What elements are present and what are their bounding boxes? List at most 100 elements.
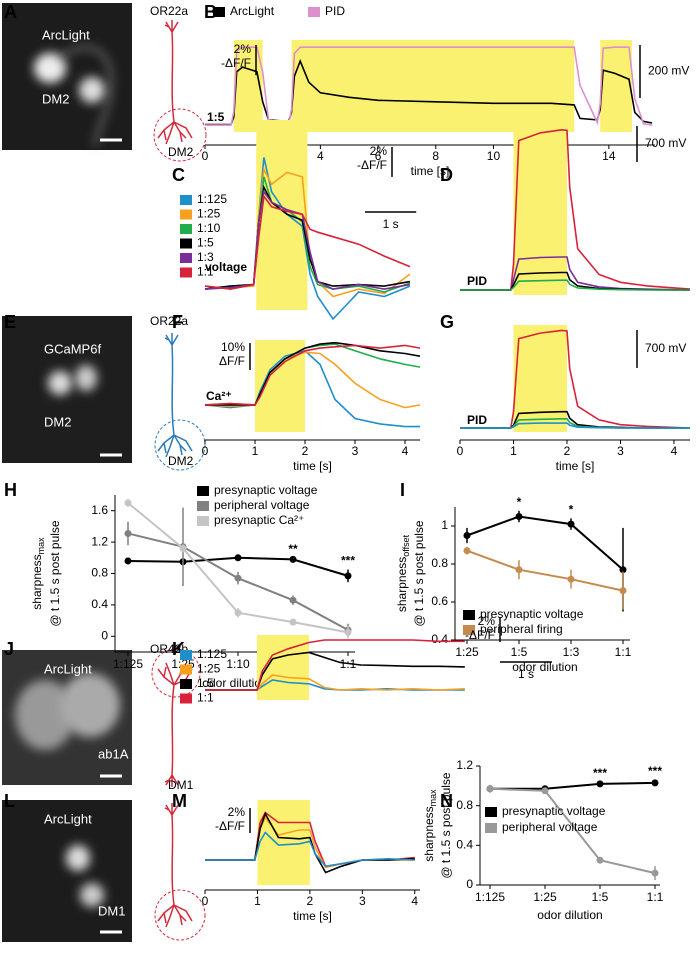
data-point (463, 532, 471, 539)
x-axis-label: time [s] (411, 164, 450, 178)
legend-swatch (213, 7, 225, 17)
data-point (124, 499, 132, 507)
data-point (651, 869, 659, 877)
scale-bar-label: -ΔF/F (221, 56, 251, 70)
data-point (234, 554, 242, 562)
y-axis-label-2: @ t 1.5 s post pulse (412, 520, 426, 627)
legend-label: 1:3 (197, 250, 214, 264)
significance: * (517, 495, 522, 509)
data-point (289, 555, 297, 563)
scale-bar-label: 700 mV (645, 341, 686, 355)
panel-label: F (172, 312, 183, 332)
schematic-label: OR42b (150, 642, 188, 656)
data-point (463, 547, 471, 555)
image-label: GCaMP6f (44, 341, 101, 356)
legend-label: ArcLight (230, 4, 275, 18)
trace (205, 46, 653, 127)
trace (460, 422, 690, 429)
data-point (567, 520, 575, 528)
legend-label: 1:25 (197, 207, 221, 221)
y-axis-label: sharpnessoffset (395, 534, 411, 612)
y-tick-label: 0.4 (431, 632, 448, 646)
x-tick-label: 1:25 (533, 890, 557, 904)
data-point (344, 572, 352, 580)
y-tick-label: 0 (101, 628, 108, 642)
x-axis-label: time [s] (556, 459, 595, 473)
x-tick-label: 0 (202, 894, 209, 908)
x-tick-label: 1:25 (455, 645, 479, 659)
y-tick-label: 1.6 (91, 503, 108, 517)
trace (204, 344, 421, 406)
annotation: PID (467, 413, 487, 427)
schematic-label: OR22a (150, 314, 188, 328)
x-tick-label: 1:1 (615, 645, 632, 659)
legend-swatch (180, 650, 192, 660)
data-point (124, 557, 132, 565)
data-point (596, 780, 604, 788)
data-point (515, 513, 523, 520)
scale-bar-label: -ΔF/F (465, 628, 495, 642)
image-label: ArcLight (44, 661, 92, 676)
x-tick-label: 1:3 (563, 645, 580, 659)
legend-label: presynaptic voltage (502, 804, 606, 818)
panel-label: C (172, 165, 185, 185)
stimulus (513, 325, 567, 432)
legend-swatch (197, 516, 209, 526)
x-tick-label: 2 (302, 444, 309, 458)
y-tick-label: 0.8 (456, 798, 473, 812)
y-axis-label: sharpnessmax (422, 789, 438, 862)
series-line (489, 787, 656, 875)
x-tick-label: 8 (432, 149, 439, 163)
x-tick-label: 2 (307, 894, 314, 908)
series-line (466, 515, 624, 571)
y-axis-label-sub: max (36, 537, 46, 555)
x-tick-label: 0 (457, 444, 464, 458)
micrograph-l: ArcLight DM1 (2, 800, 132, 942)
schematic-label: DM1 (168, 778, 194, 792)
x-tick-label: 4 (402, 444, 409, 458)
x-tick-label: 3 (352, 444, 359, 458)
y-axis-label: sharpnessmax (30, 537, 46, 610)
significance: *** (593, 766, 607, 780)
panel-label: N (440, 791, 453, 811)
legend-label: 1:5 (197, 676, 214, 690)
legend-swatch (197, 486, 209, 496)
data-point (596, 856, 604, 864)
stimulus (291, 40, 575, 132)
x-tick-label: 3 (359, 894, 366, 908)
micrograph-e: GCaMP6f DM2 (2, 316, 132, 463)
y-axis-label-main: sharpness (30, 554, 44, 609)
image-label: ArcLight (42, 27, 90, 42)
legend-label: 1:25 (197, 662, 221, 676)
panel-label: G (440, 312, 454, 332)
neuron-schematic (154, 333, 206, 471)
legend-swatch (197, 501, 209, 511)
x-tick-label: 1 (510, 444, 517, 458)
trace (204, 166, 411, 298)
stimulus (233, 40, 263, 132)
y-tick-label: 0.4 (456, 838, 473, 852)
panel-label: D (440, 165, 453, 185)
data-point (515, 566, 523, 574)
x-tick-label: 3 (617, 444, 624, 458)
legend-swatch (463, 610, 475, 620)
legend-swatch (485, 807, 497, 817)
scale-bar-label: ΔF/F (219, 354, 245, 368)
x-tick-label: 1:1 (647, 890, 664, 904)
y-axis-label-main: sharpness (395, 557, 409, 612)
y-axis-label-2: @ t 1.5 s post pulse (439, 772, 453, 879)
legend-swatch (180, 209, 192, 220)
y-axis-label-main: sharpness (422, 806, 436, 861)
x-axis-label: odor dilution (512, 660, 577, 674)
x-axis-label: time [s] (293, 909, 332, 923)
trace (204, 189, 411, 290)
trace (460, 279, 690, 291)
data-point (124, 529, 132, 537)
scale-bar-label: 200 mV (648, 64, 689, 78)
trace (204, 194, 411, 290)
trace (205, 58, 653, 126)
schematic-label: DM2 (168, 454, 194, 468)
legend-label: 1:1 (197, 265, 214, 279)
y-axis-label-sub: offset (401, 534, 411, 556)
y-tick-label: 0.6 (431, 594, 448, 608)
